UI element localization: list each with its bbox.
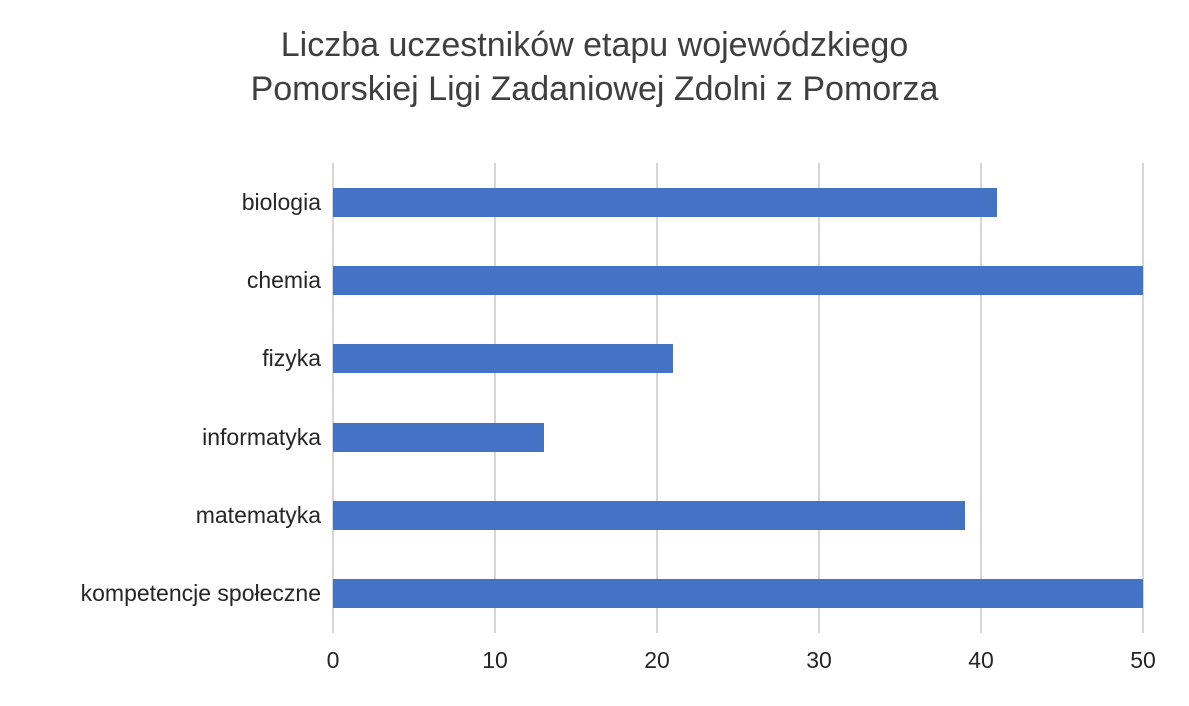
x-tick-label: 10	[482, 647, 508, 674]
gridline	[818, 163, 820, 634]
bar	[333, 579, 1143, 609]
plot-area: biologia chemia fizyka informatyka matematyk…	[0, 163, 1144, 634]
bar-row	[333, 555, 1143, 633]
x-axis: 0 10 20 30 40 50	[0, 639, 1156, 679]
bar	[333, 266, 1143, 296]
x-tick-label: 0	[326, 647, 340, 674]
bar	[333, 501, 965, 530]
x-tick-label: 30	[806, 647, 832, 674]
category-label: matematyka	[195, 502, 321, 528]
gridline	[1142, 163, 1144, 634]
x-tick-label: 50	[1130, 647, 1156, 674]
x-tick-label: 40	[968, 647, 994, 674]
category-label: fizyka	[262, 345, 321, 372]
bar	[333, 422, 544, 452]
bar-plot	[332, 163, 1144, 634]
gridline	[980, 163, 982, 634]
bars	[333, 163, 1143, 633]
x-tick-labels: 0 10 20 30 40 50	[327, 639, 1156, 679]
bar	[333, 187, 998, 217]
gridlines	[332, 163, 1144, 634]
bar-row	[333, 163, 1143, 241]
x-tick-label: 20	[644, 647, 670, 674]
chart-title-line-1: Liczba uczestników etapu wojewódzkiego	[280, 26, 909, 64]
category-label: informatyka	[202, 423, 321, 450]
category-label: biologia	[241, 188, 321, 215]
bar-row	[333, 320, 1143, 398]
category-label: kompetencje społeczne	[80, 580, 321, 607]
bar-row	[333, 476, 1143, 554]
bar-row	[333, 241, 1143, 319]
bar-row	[333, 398, 1143, 476]
bar	[333, 344, 674, 374]
gridline	[656, 163, 658, 634]
gridline	[332, 163, 334, 634]
gridline	[494, 163, 496, 634]
x-axis-spacer	[0, 639, 333, 679]
chart-title: Liczba uczestników etapu wojewódzkiego P…	[20, 24, 1169, 111]
chart-title-line-2: Pomorskiej Ligi Zadaniowej Zdolni z Pomo…	[250, 69, 939, 108]
category-label: chemia	[246, 267, 321, 294]
category-axis: biologia chemia fizyka informatyka matematyk…	[0, 163, 333, 633]
